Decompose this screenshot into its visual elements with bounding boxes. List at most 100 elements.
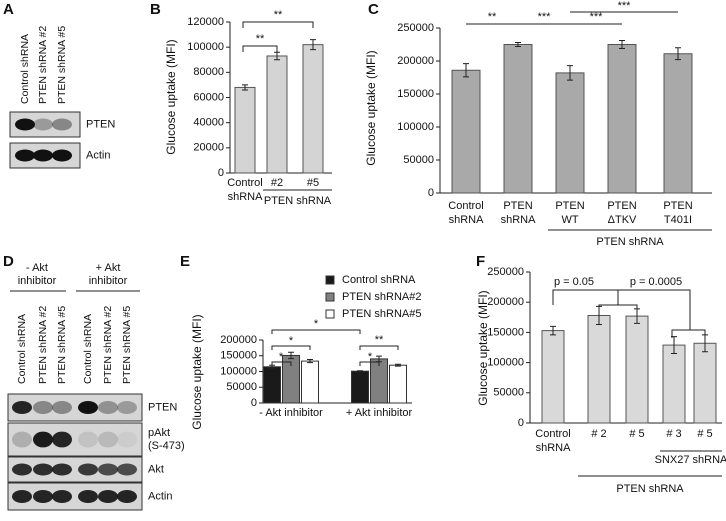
legend-label: PTEN shRNA#5 xyxy=(342,308,421,320)
blot-row-label: Akt xyxy=(148,463,164,475)
annotation: p = 0.05 xyxy=(554,276,594,288)
x-tick-label: shRNA xyxy=(536,442,572,454)
legend-label: Control shRNA xyxy=(342,274,416,286)
y-tick-label: 150000 xyxy=(487,326,524,338)
lane-label: PTEN shRNA #5 xyxy=(56,306,68,384)
band xyxy=(52,149,72,162)
x-tick-label: PTEN xyxy=(607,200,636,212)
error-bar xyxy=(550,325,556,336)
y-tick-label: 100000 xyxy=(397,121,434,133)
band xyxy=(33,431,53,448)
error-bar xyxy=(274,51,280,61)
band xyxy=(33,401,53,414)
legend-label: PTEN shRNA#2 xyxy=(342,291,421,303)
band xyxy=(15,149,35,162)
lane-label: Control shRNA xyxy=(82,314,94,384)
panel-label: D xyxy=(3,253,14,270)
x-tick-label: shRNA xyxy=(501,214,537,226)
annotation: * xyxy=(368,351,373,363)
error-bar xyxy=(310,39,316,51)
significance-bracket xyxy=(242,45,278,52)
bar xyxy=(693,342,717,424)
y-tick-label: 100000 xyxy=(220,365,257,377)
band xyxy=(52,463,72,476)
y-tick-label: 100000 xyxy=(487,357,524,369)
annotation: *** xyxy=(618,0,632,12)
x-tick-label: #2 xyxy=(271,177,283,189)
bar xyxy=(541,330,565,424)
bar xyxy=(625,315,649,424)
y-axis-label: Glucose uptake (MFI) xyxy=(476,290,490,405)
bar xyxy=(607,44,637,194)
y-tick-label: 0 xyxy=(218,167,224,179)
significance-bracket xyxy=(359,345,399,350)
x-tick-label: PTEN xyxy=(663,200,692,212)
bar xyxy=(389,364,407,404)
y-tick-label: 250000 xyxy=(397,22,434,34)
lane-label: PTEN shRNA #5 xyxy=(121,306,133,384)
band xyxy=(52,401,72,414)
annotation: *** xyxy=(538,11,552,23)
group-label: PTEN shRNA xyxy=(596,236,664,248)
band xyxy=(98,490,118,503)
blot-row-label: PTEN xyxy=(86,118,115,130)
y-tick-label: 0 xyxy=(428,187,434,199)
y-tick-label: 100000 xyxy=(187,41,224,53)
bar xyxy=(587,314,611,424)
band xyxy=(52,118,72,131)
bar xyxy=(503,44,533,194)
x-tick-label: # 2 xyxy=(591,428,606,440)
band xyxy=(78,463,98,476)
annotation: ** xyxy=(256,33,265,45)
band xyxy=(12,401,32,414)
error-bar xyxy=(515,42,521,47)
band xyxy=(117,401,137,414)
blot-row-label: (S-473) xyxy=(148,440,185,452)
band xyxy=(52,490,72,503)
y-tick-label: 60000 xyxy=(193,91,224,103)
annotation: * xyxy=(314,318,319,330)
band xyxy=(52,431,72,448)
significance-bracket xyxy=(242,21,314,28)
bar xyxy=(451,69,481,194)
band xyxy=(12,431,32,448)
blot-row-label: Actin xyxy=(86,149,110,161)
y-tick-label: 200000 xyxy=(487,296,524,308)
x-tick-label: WT xyxy=(561,214,578,226)
lane-label: PTEN shRNA #2 xyxy=(37,26,49,104)
y-axis-label: Glucose uptake (MFI) xyxy=(364,50,378,165)
band xyxy=(78,431,98,448)
legend-swatch xyxy=(325,309,335,319)
panel-label: C xyxy=(368,1,379,18)
blot-row-label: pAkt xyxy=(148,427,170,439)
x-tick-label: Control xyxy=(227,177,262,189)
error-bar xyxy=(395,363,401,367)
x-tick-label: - Akt inhibitor xyxy=(259,407,323,419)
bar xyxy=(662,344,686,424)
significance-bracket xyxy=(598,304,638,312)
y-tick-label: 50000 xyxy=(226,381,257,393)
x-tick-label: Control xyxy=(535,428,570,440)
bar xyxy=(663,53,693,194)
blot-group-label: inhibitor xyxy=(18,275,57,287)
y-tick-label: 40000 xyxy=(193,117,224,129)
x-tick-label: PTEN xyxy=(503,200,532,212)
significance-bracket xyxy=(671,329,706,338)
annotation: * xyxy=(279,351,284,363)
x-tick-label: T401I xyxy=(664,214,692,226)
blot-group-label: inhibitor xyxy=(89,275,128,287)
y-tick-label: 0 xyxy=(251,397,257,409)
band xyxy=(12,490,32,503)
panel-label: B xyxy=(150,1,161,18)
panel-label: F xyxy=(476,253,485,270)
y-tick-label: 120000 xyxy=(187,16,224,28)
y-tick-label: 150000 xyxy=(397,88,434,100)
blot-group-label: - Akt xyxy=(26,262,48,274)
x-tick-label: Control xyxy=(448,200,483,212)
y-tick-label: 50000 xyxy=(493,387,524,399)
band xyxy=(117,431,137,448)
band xyxy=(33,490,53,503)
y-tick-label: 200000 xyxy=(397,55,434,67)
significance-bracket xyxy=(618,289,691,330)
panel-label: A xyxy=(3,1,14,18)
